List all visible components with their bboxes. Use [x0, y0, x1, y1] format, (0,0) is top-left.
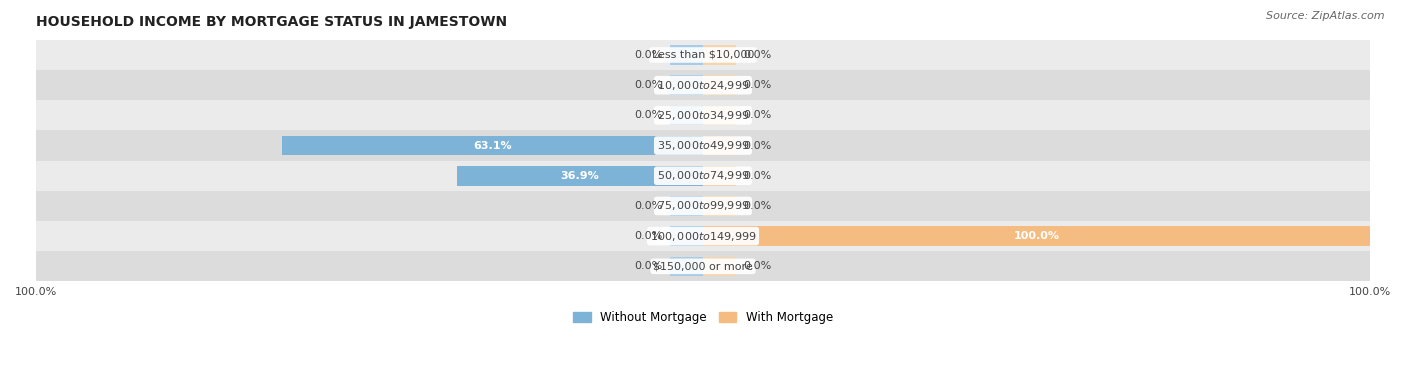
Bar — [669, 106, 703, 125]
Text: 0.0%: 0.0% — [742, 201, 772, 211]
Text: 0.0%: 0.0% — [634, 261, 664, 271]
Bar — [37, 70, 1369, 100]
Text: 0.0%: 0.0% — [634, 201, 664, 211]
Text: $75,000 to $99,999: $75,000 to $99,999 — [657, 199, 749, 213]
Bar — [669, 45, 703, 65]
Bar — [37, 221, 1369, 251]
Bar — [703, 136, 737, 155]
Bar — [669, 166, 703, 185]
Text: 100.0%: 100.0% — [1014, 231, 1060, 241]
Text: 0.0%: 0.0% — [742, 110, 772, 120]
Bar — [37, 100, 1369, 130]
Legend: Without Mortgage, With Mortgage: Without Mortgage, With Mortgage — [568, 306, 838, 329]
Text: 0.0%: 0.0% — [742, 141, 772, 150]
Bar — [703, 256, 737, 276]
Bar — [703, 106, 737, 125]
Text: 0.0%: 0.0% — [742, 261, 772, 271]
Bar — [669, 75, 703, 95]
Bar — [703, 196, 737, 216]
Bar — [37, 251, 1369, 281]
Bar — [457, 166, 703, 185]
Text: 0.0%: 0.0% — [742, 171, 772, 181]
Bar — [703, 166, 737, 185]
Bar — [283, 136, 703, 155]
Text: HOUSEHOLD INCOME BY MORTGAGE STATUS IN JAMESTOWN: HOUSEHOLD INCOME BY MORTGAGE STATUS IN J… — [37, 15, 508, 29]
Text: 63.1%: 63.1% — [474, 141, 512, 150]
Text: $50,000 to $74,999: $50,000 to $74,999 — [657, 169, 749, 182]
Bar — [37, 130, 1369, 161]
Bar — [669, 136, 703, 155]
Text: Less than $10,000: Less than $10,000 — [652, 50, 754, 60]
Text: 0.0%: 0.0% — [634, 110, 664, 120]
Bar — [703, 45, 737, 65]
Bar — [37, 191, 1369, 221]
Bar — [669, 256, 703, 276]
Bar — [703, 226, 1369, 246]
Text: $100,000 to $149,999: $100,000 to $149,999 — [650, 230, 756, 243]
Bar — [703, 75, 737, 95]
Bar — [669, 196, 703, 216]
Text: $25,000 to $34,999: $25,000 to $34,999 — [657, 109, 749, 122]
Text: 36.9%: 36.9% — [561, 171, 599, 181]
Bar — [703, 226, 737, 246]
Text: 0.0%: 0.0% — [634, 50, 664, 60]
Text: 0.0%: 0.0% — [634, 231, 664, 241]
Bar — [37, 161, 1369, 191]
Text: 0.0%: 0.0% — [742, 80, 772, 90]
Text: Source: ZipAtlas.com: Source: ZipAtlas.com — [1267, 11, 1385, 21]
Text: 0.0%: 0.0% — [634, 80, 664, 90]
Bar — [669, 226, 703, 246]
Bar — [37, 40, 1369, 70]
Text: 0.0%: 0.0% — [742, 50, 772, 60]
Text: $10,000 to $24,999: $10,000 to $24,999 — [657, 79, 749, 92]
Text: $150,000 or more: $150,000 or more — [654, 261, 752, 271]
Text: $35,000 to $49,999: $35,000 to $49,999 — [657, 139, 749, 152]
